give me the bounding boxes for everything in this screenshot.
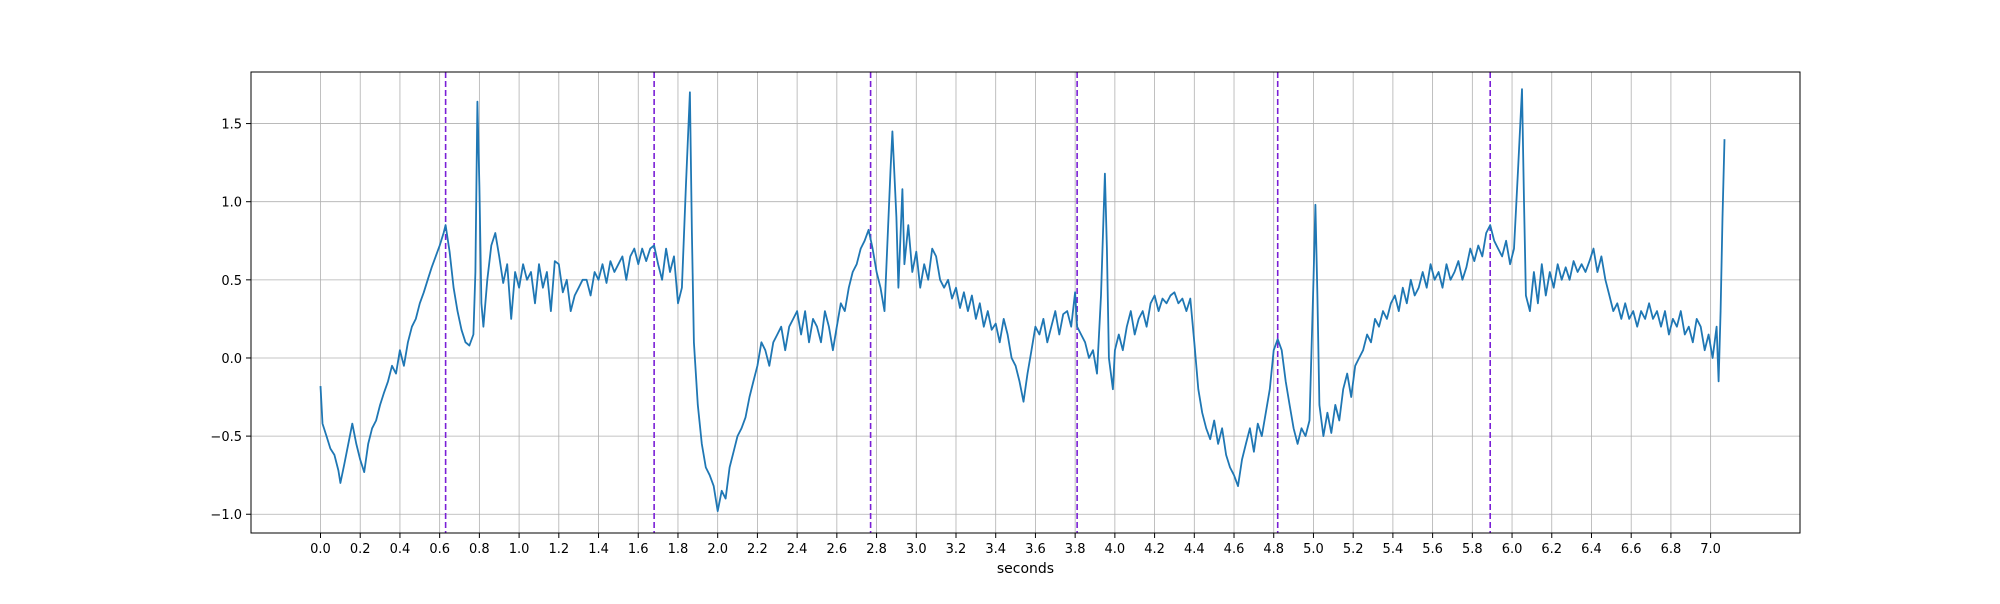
x-tick-label: 1.2 (548, 542, 569, 557)
plot-frame (250, 71, 1801, 534)
x-tick-label: 4.0 (1105, 542, 1126, 557)
x-tick-label: 1.0 (509, 542, 530, 557)
x-tick-label: 1.4 (588, 542, 609, 557)
y-tick-label: 1.0 (221, 196, 242, 211)
x-tick-label: 4.8 (1263, 542, 1284, 557)
x-tick-label: 0.4 (390, 542, 411, 557)
x-tick-label: 6.6 (1621, 542, 1642, 557)
x-tick-label: 3.6 (1025, 542, 1046, 557)
x-tick-label: 6.2 (1541, 542, 1562, 557)
y-tick-label: 0.5 (221, 274, 242, 289)
x-tick-label: 6.8 (1661, 542, 1682, 557)
x-tick-label: 6.4 (1581, 542, 1602, 557)
x-tick-label: 3.2 (946, 542, 967, 557)
x-tick-label: 3.0 (906, 542, 927, 557)
x-tick-label: 4.6 (1224, 542, 1245, 557)
x-tick-label: 7.0 (1700, 542, 1721, 557)
x-axis-label: seconds (997, 561, 1054, 577)
x-tick-label: 5.8 (1462, 542, 1483, 557)
x-tick-label: 5.4 (1383, 542, 1404, 557)
y-tick-label: −0.5 (210, 430, 242, 445)
x-tick-label: 5.6 (1422, 542, 1443, 557)
x-tick-label: 0.6 (429, 542, 450, 557)
x-tick-label: 3.4 (985, 542, 1006, 557)
signal-line (319, 88, 1726, 512)
x-tick-label: 3.8 (1065, 542, 1086, 557)
event-markers (444, 72, 1491, 533)
x-tick-label: 1.6 (628, 542, 649, 557)
x-tick-label: 4.4 (1184, 542, 1205, 557)
x-tick-label: 2.2 (747, 542, 768, 557)
x-tick-label: 2.6 (826, 542, 847, 557)
grid-layer (251, 72, 1800, 533)
x-tick-label: 6.0 (1502, 542, 1523, 557)
x-tick-label: 2.0 (707, 542, 728, 557)
x-axis-ticks: 0.0 0.2 0.4 0.6 0.8 1.0 1.2 1.4 1.6 1.8 2.0 2.2 2.4 2… (310, 533, 1721, 557)
x-tick-label: 1.8 (668, 542, 689, 557)
x-tick-label: 2.8 (866, 542, 887, 557)
x-tick-label: 5.2 (1343, 542, 1364, 557)
x-tick-label: 0.2 (350, 542, 371, 557)
y-axis-ticks: −1.0 −0.5 0.0 0.5 1.0 1.5 (210, 118, 251, 523)
x-tick-label: 0.0 (310, 542, 331, 557)
y-tick-label: 0.0 (221, 352, 242, 367)
y-tick-label: −1.0 (210, 508, 242, 523)
x-tick-label: 5.0 (1303, 542, 1324, 557)
x-tick-label: 4.2 (1144, 542, 1165, 557)
y-tick-label: 1.5 (221, 118, 242, 133)
series-layer (319, 88, 1726, 512)
x-tick-label: 0.8 (469, 542, 490, 557)
x-tick-label: 2.4 (787, 542, 808, 557)
